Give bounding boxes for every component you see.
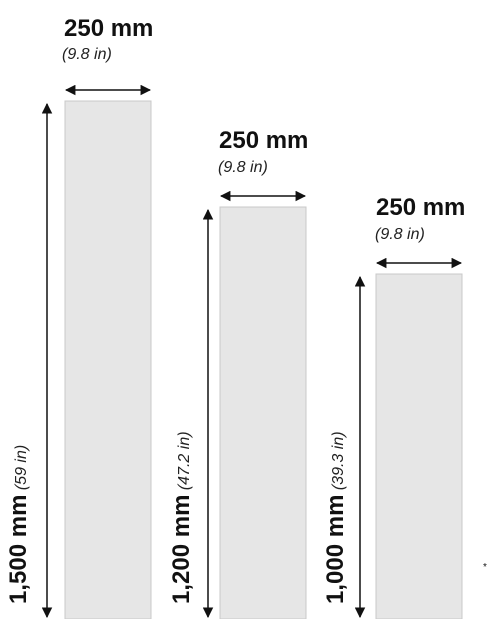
panel-2-width-label: 250 mm	[219, 127, 309, 154]
panel-3-height-label: 1,000 mm (39.3 in)	[322, 431, 349, 604]
panel-3-width-label: 250 mm	[376, 194, 466, 221]
panel-3-height-inches: (39.3 in)	[330, 431, 347, 491]
panel-2-height-inches: (47.2 in)	[176, 431, 193, 491]
panel-1-width-inches: (9.8 in)	[62, 46, 112, 63]
panel-1200mm	[219, 206, 307, 619]
panel-2-height-label: 1,200 mm (47.2 in)	[168, 431, 195, 604]
panel-2-width-inches: (9.8 in)	[218, 159, 268, 176]
panel-3-width-inches: (9.8 in)	[375, 226, 425, 243]
panel-1500mm	[64, 100, 152, 619]
panel-2-height-mm: 1,200 mm	[168, 494, 195, 604]
panel-1-height-label: 1,500 mm (59 in)	[5, 444, 32, 604]
panel-1-width-label: 250 mm	[64, 15, 154, 42]
panel-1000mm	[375, 273, 463, 619]
panel-1-height-mm: 1,500 mm	[5, 494, 32, 604]
footnote-asterisk: *	[483, 562, 487, 573]
panel-1-height-inches: (59 in)	[13, 444, 30, 491]
panel-3-height-mm: 1,000 mm	[322, 494, 349, 604]
